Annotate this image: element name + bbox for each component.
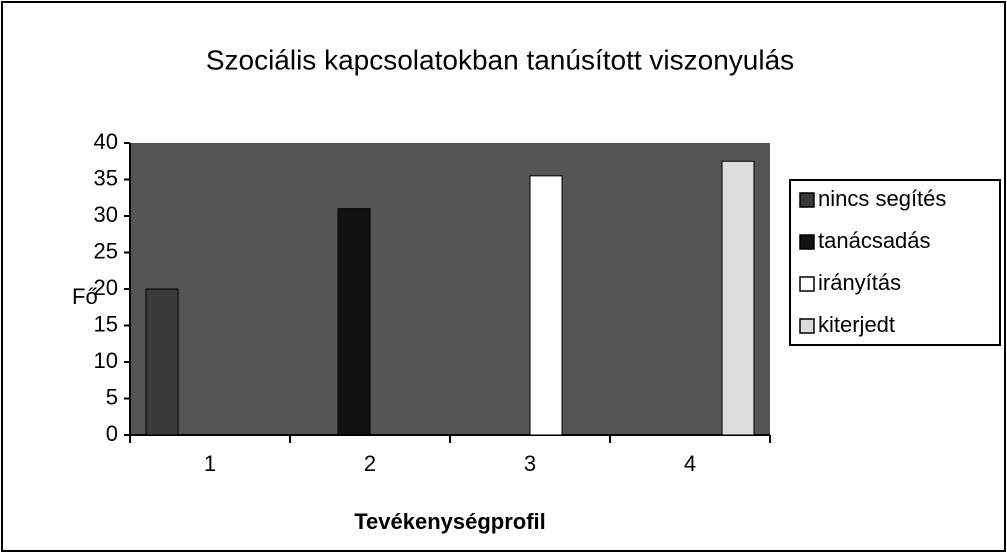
y-tick-label: 15	[94, 311, 118, 336]
x-tick-label: 3	[524, 451, 536, 476]
plot-area	[130, 143, 770, 435]
y-tick-label: 35	[94, 165, 118, 190]
legend-label: kiterjedt	[818, 312, 895, 337]
y-tick-label: 25	[94, 238, 118, 263]
y-tick-label: 40	[94, 129, 118, 154]
bar	[337, 208, 371, 436]
y-tick-label: 5	[106, 384, 118, 409]
y-tick-label: 0	[106, 421, 118, 446]
legend-label: irányítás	[818, 270, 901, 295]
bar	[529, 175, 563, 436]
chart-title: Szociális kapcsolatokban tanúsított visz…	[206, 44, 794, 75]
legend-swatch	[799, 234, 815, 250]
y-axis-label: Fő	[72, 284, 98, 309]
legend-swatch	[799, 318, 815, 334]
legend-label: tanácsadás	[818, 228, 931, 253]
x-axis-label: Tevékenységprofil	[354, 509, 546, 534]
legend-box	[789, 179, 1001, 346]
legend-swatch	[799, 192, 815, 208]
y-tick-label: 30	[94, 202, 118, 227]
x-tick-label: 4	[684, 451, 696, 476]
x-tick-label: 2	[364, 451, 376, 476]
bar	[145, 288, 179, 436]
y-tick-label: 10	[94, 348, 118, 373]
y-tick-label: 20	[94, 275, 118, 300]
bar	[721, 160, 755, 436]
legend-swatch	[799, 276, 815, 292]
x-tick-label: 1	[204, 451, 216, 476]
legend-label: nincs segítés	[818, 186, 946, 211]
